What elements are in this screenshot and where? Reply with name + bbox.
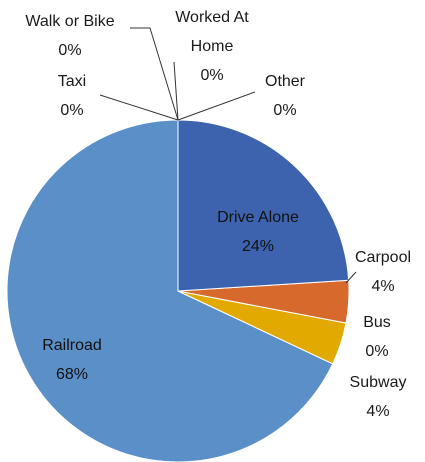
value-label: 0% bbox=[273, 102, 297, 119]
data-label: Other 0% bbox=[265, 67, 305, 125]
data-label: Bus 0% bbox=[363, 308, 391, 366]
category-label: Worked At Home bbox=[175, 9, 249, 55]
data-label: Subway 4% bbox=[350, 368, 407, 426]
data-label: Walk or Bike 0% bbox=[25, 7, 114, 65]
leader-line bbox=[99, 94, 179, 121]
category-label: Walk or Bike bbox=[25, 13, 115, 30]
leader-lines bbox=[99, 27, 357, 284]
data-label: Taxi 0% bbox=[58, 67, 86, 125]
pie-slice bbox=[177, 119, 350, 292]
leader-line bbox=[173, 61, 179, 121]
category-label: Drive Alone bbox=[217, 209, 299, 226]
value-label: 68% bbox=[55, 366, 89, 383]
leader-line bbox=[130, 27, 179, 121]
pie-slice bbox=[6, 119, 334, 462]
value-label: 0% bbox=[58, 42, 82, 59]
data-label: Carpool 4% bbox=[355, 243, 411, 301]
value-label: 24% bbox=[241, 238, 275, 255]
category-label: Other bbox=[264, 73, 306, 90]
value-label: 0% bbox=[200, 67, 224, 84]
value-label: 4% bbox=[366, 403, 390, 420]
category-label: Bus bbox=[363, 314, 391, 331]
category-label: Railroad bbox=[42, 337, 102, 354]
value-label: 0% bbox=[365, 343, 389, 360]
data-label: Worked At Home 0% bbox=[167, 3, 257, 90]
category-label: Taxi bbox=[57, 73, 87, 90]
leader-line bbox=[177, 91, 256, 121]
data-label: Railroad 68% bbox=[42, 331, 102, 389]
data-label: Drive Alone 24% bbox=[217, 203, 299, 261]
category-label: Carpool bbox=[354, 249, 412, 266]
value-label: 0% bbox=[60, 102, 84, 119]
category-label: Subway bbox=[349, 374, 407, 391]
leader-line bbox=[345, 271, 357, 284]
value-label: 4% bbox=[371, 278, 395, 295]
